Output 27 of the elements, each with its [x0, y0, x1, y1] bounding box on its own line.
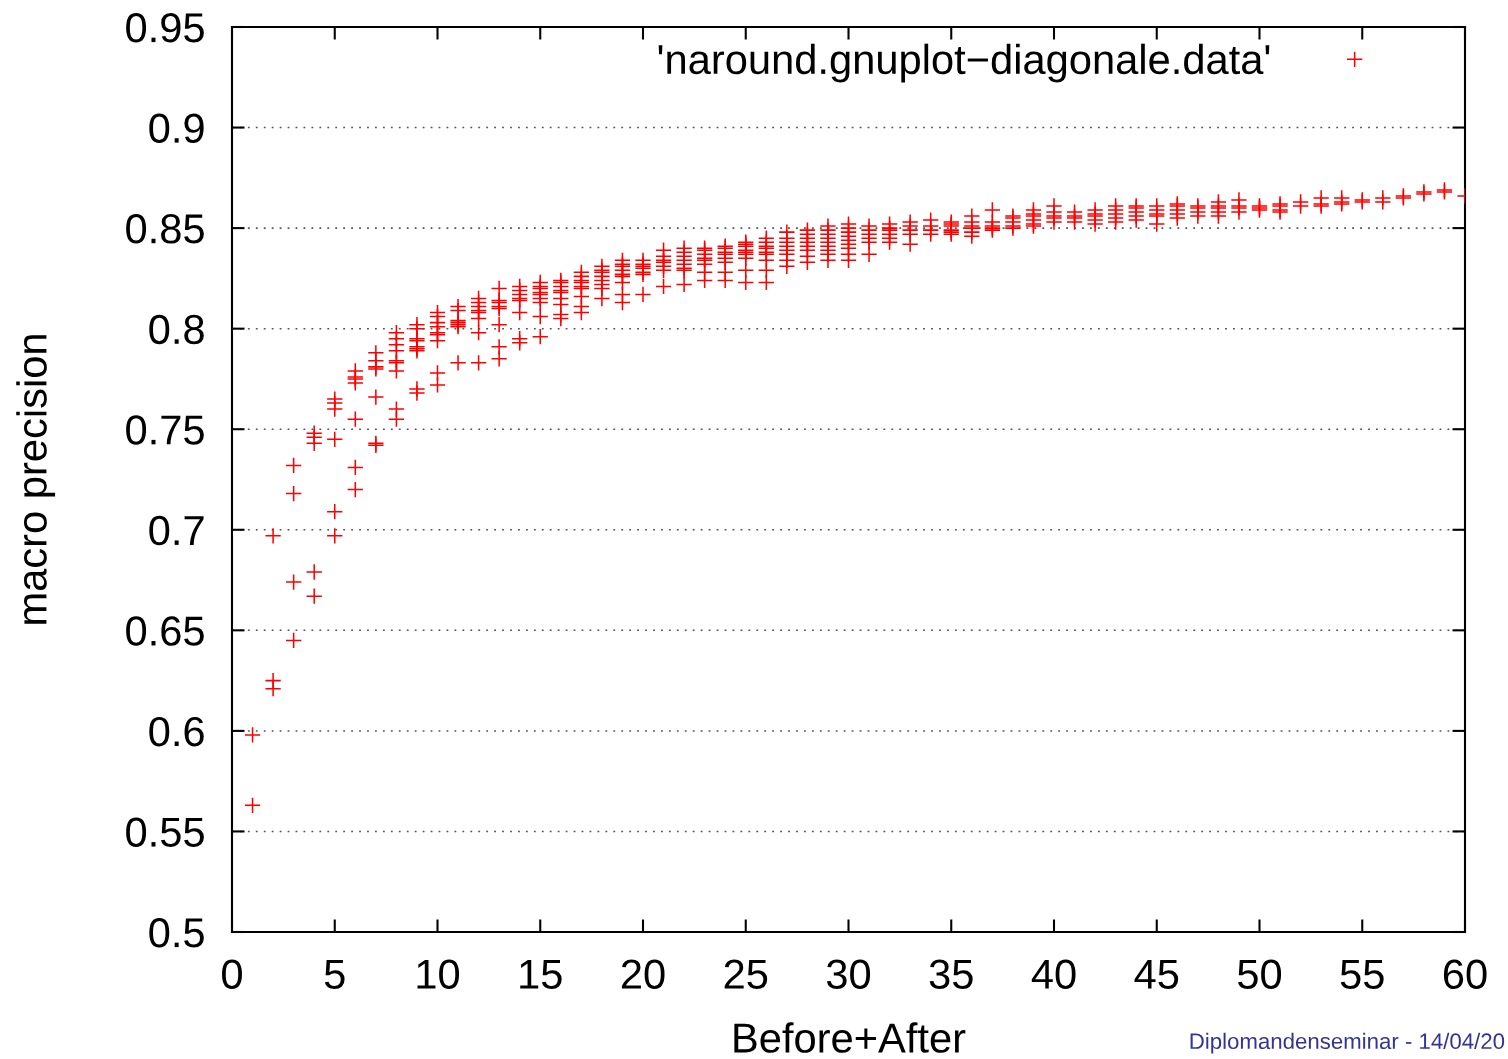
- y-axis-title: macro precision: [16, 335, 56, 624]
- y-tick-label: 0.8: [149, 314, 204, 345]
- y-tick-label: 0.75: [126, 415, 204, 445]
- x-tick-label: 55: [1340, 959, 1384, 989]
- y-tick-label: 0.6: [149, 716, 204, 747]
- legend-label: 'naround.gnuplot−diagonale.data': [658, 43, 1270, 83]
- text: Diplomandenseminar - 14/04/20: [1190, 1032, 1505, 1054]
- y-tick-label: 0.95: [126, 13, 204, 43]
- y-tick-label: 0.55: [126, 817, 204, 847]
- y-tick-label: 0.65: [126, 616, 204, 646]
- x-tick-label: 15: [520, 959, 562, 989]
- x-tick-label: 30: [826, 959, 871, 989]
- y-tick-label: 0.7: [149, 515, 204, 546]
- x-tick-label: 35: [929, 959, 973, 989]
- x-tick-label: 10: [417, 959, 460, 989]
- x-tick-label: 40: [1031, 959, 1076, 989]
- x-tick-label: 5: [324, 959, 345, 989]
- x-tick-label: 45: [1134, 959, 1179, 989]
- y-tick-label: 0.5: [149, 918, 204, 948]
- x-tick-label: 60: [1443, 959, 1487, 989]
- x-tick-label: 0: [222, 959, 242, 989]
- x-tick-label: 50: [1238, 959, 1282, 989]
- y-tick-label: 0.9: [149, 113, 204, 144]
- y-tick-label: 0.85: [126, 214, 204, 244]
- x-axis-title: Before+After: [734, 1022, 966, 1053]
- x-tick-label: 25: [724, 959, 768, 989]
- x-tick-label: 20: [621, 959, 665, 989]
